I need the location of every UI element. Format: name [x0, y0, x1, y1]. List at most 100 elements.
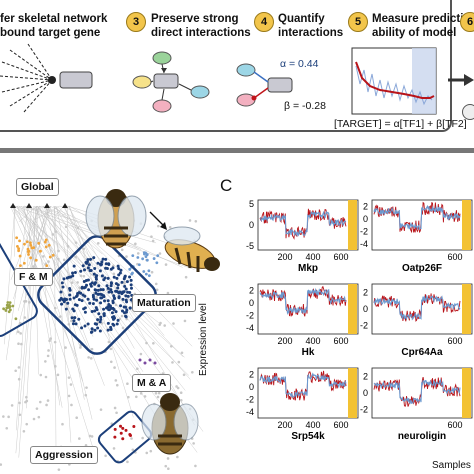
maturation-node	[71, 274, 75, 278]
maturation-node	[83, 310, 87, 314]
y-tick-label: 0	[363, 304, 368, 314]
network-node	[109, 347, 113, 351]
maturation-node	[123, 284, 127, 288]
network-node	[114, 303, 118, 307]
maturation-node	[68, 297, 72, 301]
network-node	[67, 376, 71, 379]
maturation-node	[98, 320, 102, 324]
step-5-line1: Measure predictive	[372, 13, 474, 25]
network-node	[7, 415, 10, 419]
maturation-node	[62, 277, 66, 281]
network-node	[25, 422, 29, 426]
highlight-band	[348, 284, 357, 334]
ma-node	[153, 361, 157, 365]
network-nodes	[0, 219, 200, 471]
fm-node	[17, 247, 21, 251]
bee-illustration-bottom	[141, 393, 199, 455]
network-node	[123, 282, 126, 285]
network-node	[158, 252, 162, 255]
network-node	[141, 436, 144, 440]
network-edge	[35, 205, 51, 261]
maturation-node	[106, 328, 110, 332]
fm-node	[4, 309, 8, 312]
series-predicted-line	[373, 204, 461, 231]
network-edge	[54, 205, 165, 336]
network-edge	[54, 205, 57, 450]
maturation-node	[75, 303, 79, 307]
step-3-line2: direct interactions	[151, 27, 251, 39]
maturation-node	[96, 261, 100, 265]
maturation-node	[114, 289, 118, 293]
gene-label: Hk	[302, 347, 315, 358]
network-node	[99, 408, 103, 411]
network-edge	[39, 205, 93, 420]
fm-node	[26, 250, 30, 254]
fm-node	[8, 301, 12, 305]
fm-node	[26, 247, 30, 251]
maturation-node	[91, 293, 95, 297]
network-node	[84, 444, 88, 447]
maturation-node	[103, 299, 107, 303]
series-observed-line	[373, 376, 461, 408]
bee-illustration-top	[85, 189, 147, 249]
maturation-node	[112, 315, 116, 319]
maturation-node	[60, 281, 64, 285]
ma-node	[138, 358, 142, 362]
maturation-node	[83, 324, 87, 328]
maturation-node	[81, 264, 85, 268]
network-node	[35, 407, 39, 410]
network-node	[84, 393, 88, 397]
maturation-node	[116, 318, 120, 322]
maturation-node	[99, 318, 103, 322]
maturation-node	[84, 260, 88, 264]
ma-node	[148, 358, 152, 362]
network-node	[46, 399, 50, 402]
y-tick-label: 2	[363, 287, 368, 297]
network-node	[158, 323, 161, 326]
y-tick-label: 0	[249, 220, 254, 230]
maturation-node	[72, 319, 76, 323]
network-node	[164, 464, 168, 468]
aggression-node	[119, 431, 123, 435]
maturation-node	[107, 263, 111, 267]
maturation-node	[117, 267, 121, 271]
network-node	[17, 342, 20, 345]
network-node	[53, 306, 57, 310]
network-node	[172, 322, 175, 325]
network-node	[70, 319, 73, 323]
maturation-node	[106, 286, 110, 290]
maturation-node	[106, 321, 110, 325]
network-node	[19, 332, 22, 335]
maturation-node	[64, 307, 68, 311]
network-node	[89, 357, 93, 360]
fm-node	[19, 264, 22, 268]
y-tick-label: -4	[360, 239, 368, 249]
fm-node	[39, 249, 42, 253]
network-node	[53, 340, 57, 344]
fm-node	[51, 253, 55, 257]
network-edge	[22, 205, 83, 382]
network-edge	[67, 205, 195, 426]
network-node	[126, 382, 129, 386]
y-tick-label: -2	[360, 226, 368, 236]
x-tick-label: 400	[305, 252, 320, 262]
maturation-node	[72, 296, 76, 300]
aggression-label: Aggression	[30, 446, 98, 464]
maturation-node	[147, 269, 151, 273]
network-node	[96, 241, 100, 245]
step-2-line1: fer skeletal network	[0, 13, 108, 25]
maturation-node	[119, 304, 123, 308]
maturation-node	[80, 326, 84, 330]
aggression-node	[124, 428, 128, 432]
maturation-node	[116, 264, 120, 268]
maturation-node	[111, 317, 115, 321]
maturation-node	[125, 308, 129, 312]
bee-illustration-flying	[163, 226, 220, 272]
maturation-node	[86, 258, 90, 262]
maturation-node	[120, 280, 124, 284]
maturation-node	[147, 274, 151, 278]
maturation-node	[71, 271, 75, 275]
network-node	[70, 281, 74, 284]
network-node	[66, 244, 70, 248]
network-node	[67, 322, 71, 326]
